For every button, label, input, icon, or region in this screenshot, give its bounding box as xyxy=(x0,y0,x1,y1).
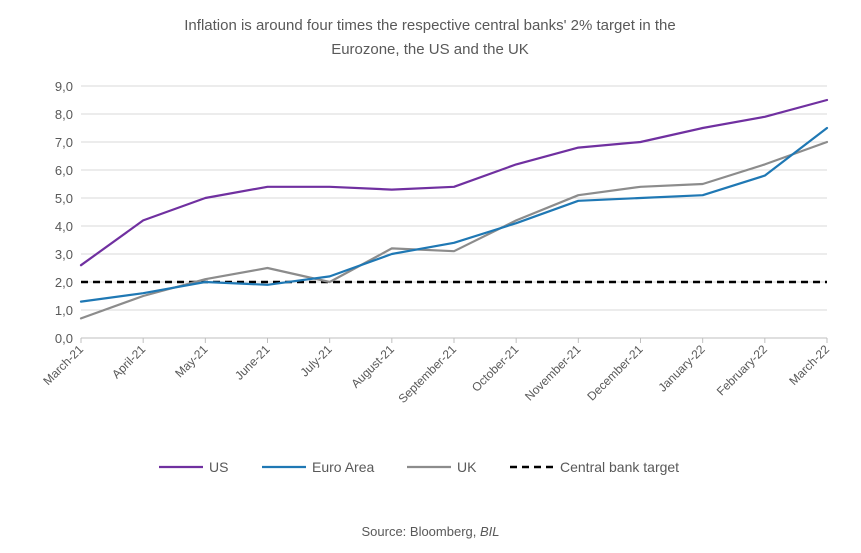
y-tick-label: 9,0 xyxy=(55,79,73,94)
x-tick-label: October-21 xyxy=(469,342,522,395)
gridlines xyxy=(81,85,827,339)
x-tick-label: March-21 xyxy=(40,342,86,388)
y-tick-label: 6,0 xyxy=(55,163,73,178)
legend-label: Euro Area xyxy=(312,459,374,475)
source-label: Source: Bloomberg, xyxy=(361,524,480,539)
x-tick-label: September-21 xyxy=(395,342,459,406)
x-tick-label: March-22 xyxy=(786,342,832,388)
legend: US Euro Area UK Central bank target xyxy=(159,459,679,475)
legend-label: UK xyxy=(457,459,477,475)
chart-title-line-1: Inflation is around four times the respe… xyxy=(184,17,676,34)
y-tick-label: 2,0 xyxy=(55,275,73,290)
y-tick-label: 5,0 xyxy=(55,191,73,206)
y-tick-label: 0,0 xyxy=(55,331,73,346)
y-tick-label: 3,0 xyxy=(55,247,73,262)
series-line-us xyxy=(79,98,829,267)
x-tick-label: February-22 xyxy=(714,342,770,398)
y-axis-ticks: 0,0 1,0 2,0 3,0 4,0 5,0 6,0 7,0 8,0 9,0 xyxy=(55,79,73,346)
chart-title: Inflation is around four times the respe… xyxy=(80,14,780,62)
legend-label: US xyxy=(209,459,228,475)
x-axis-ticks: March-21 April-21 May-21 June-21 July-21 Augu… xyxy=(40,338,832,406)
legend-label: Central bank target xyxy=(560,459,679,475)
y-tick-label: 7,0 xyxy=(55,135,73,150)
y-tick-label: 4,0 xyxy=(55,219,73,234)
x-tick-label: August-21 xyxy=(348,342,397,391)
series-line-euro-area xyxy=(79,126,829,303)
x-tick-label: January-22 xyxy=(655,342,708,395)
source-note: Source: Bloomberg, BIL xyxy=(0,524,861,539)
x-tick-label: July-21 xyxy=(298,342,335,379)
x-tick-label: December-21 xyxy=(584,342,646,404)
y-tick-label: 8,0 xyxy=(55,107,73,122)
x-tick-label: June-21 xyxy=(232,342,273,383)
x-tick-label: May-21 xyxy=(172,342,210,380)
source-emphasis: BIL xyxy=(480,524,500,539)
series-line-uk xyxy=(79,140,829,320)
x-tick-label: April-21 xyxy=(109,342,148,381)
y-tick-label: 1,0 xyxy=(55,303,73,318)
chart-title-line-2: Eurozone, the US and the UK xyxy=(331,41,529,58)
series-lines xyxy=(79,98,829,320)
x-tick-label: November-21 xyxy=(522,342,584,404)
